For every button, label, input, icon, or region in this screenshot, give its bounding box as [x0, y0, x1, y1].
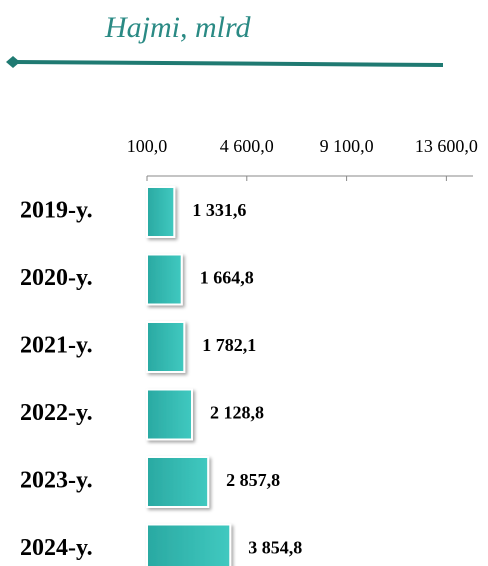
bar — [146, 523, 232, 566]
value-label: 2 128,8 — [210, 403, 264, 423]
y-tick-label: 2020-y. — [20, 265, 93, 291]
bar — [146, 456, 210, 508]
y-tick-label: 2021-y. — [20, 333, 93, 359]
value-label: 1 331,6 — [192, 200, 246, 220]
y-tick-label: 2019-y. — [20, 198, 93, 224]
value-label: 2 857,8 — [226, 470, 280, 490]
y-tick-label: 2022-y. — [20, 400, 93, 426]
value-label: 1 782,1 — [202, 335, 256, 355]
x-tick-label: 13 600,0 — [415, 136, 478, 156]
value-label: 1 664,8 — [200, 268, 254, 288]
chart-title: Hajmi, mlrd — [104, 11, 252, 44]
bar — [146, 186, 176, 238]
bar — [146, 388, 193, 441]
y-tick-label: 2023-y. — [20, 468, 93, 494]
title-rule — [13, 60, 444, 67]
bar — [146, 253, 183, 306]
rule-diamond — [6, 56, 20, 68]
bar — [146, 321, 186, 373]
y-tick-label: 2024-y. — [20, 535, 93, 561]
x-tick-label: 100,0 — [127, 136, 168, 156]
x-tick-label: 4 600,0 — [220, 136, 274, 156]
value-label: 3 854,8 — [248, 538, 302, 558]
x-tick-label: 9 100,0 — [320, 136, 374, 156]
